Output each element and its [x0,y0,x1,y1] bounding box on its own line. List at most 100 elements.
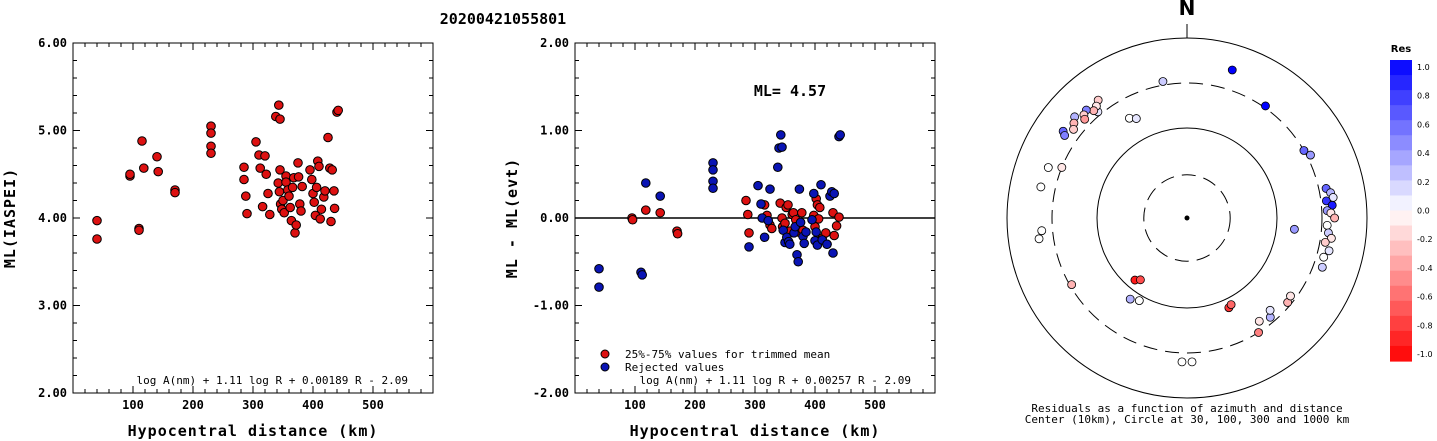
data-point [206,128,216,138]
y-tick-label: 5.00 [38,124,67,138]
colorbar-tick-label: -0.2 [1417,235,1433,244]
station-residual-point [1265,305,1275,315]
rejected-point [807,214,817,225]
colorbar-tick-label: -0.8 [1417,321,1433,330]
rejected-point [594,282,604,292]
formula-text: log A(nm) + 1.11 log R + 0.00257 R - 2.0… [639,374,911,387]
station-residual-point [1317,262,1327,272]
rejected-point [835,130,846,140]
station-residual-point [1131,114,1141,123]
data-point [257,201,268,212]
colorbar-segment [1390,300,1412,317]
station-residual-point [1134,296,1144,306]
data-point [274,100,284,110]
data-point [293,158,303,168]
station-residual-point [1330,213,1339,223]
colorbar-segment [1390,90,1412,106]
station-residual-point [1080,114,1090,124]
colorbar-segment [1390,345,1412,362]
station-residual-point [1067,280,1077,290]
trimmed-mean-point [672,228,683,239]
station-residual-point [1326,233,1336,243]
rejected-point [777,142,787,152]
colorbar-segment [1390,285,1412,302]
colorbar-tick-label: 0.2 [1417,178,1430,187]
colorbar-tick-label: -0.4 [1417,264,1433,273]
rejected-point [594,263,604,274]
data-point [242,208,252,219]
y-tick-label: 6.00 [38,36,67,50]
data-point [239,174,249,185]
x-tick-label: 200 [182,398,204,412]
legend-marker-trimmed [600,349,610,359]
residual-colorbar: Res 1.0 0.8 0.6 0.4 0.2 0.0 -0.2 -0.4 -0.6 -0.8 -1.… [1390,44,1433,362]
data-point [314,161,324,172]
colorbar-tick-label: 0.0 [1417,207,1430,216]
data-point [285,202,296,213]
colorbar-segment [1390,225,1412,242]
rejected-point [793,256,804,267]
x-tick-label: 200 [684,398,706,412]
rejected-point [773,162,783,173]
colorbar-tick-label: 1.0 [1417,63,1430,72]
data-point [251,137,261,147]
data-point [260,151,270,161]
data-point [333,105,344,116]
colorbar-segment [1390,210,1412,227]
y-tick-label: 1.00 [540,124,569,138]
station-residual-point [1069,124,1078,134]
colorbar-tick-label: 0.8 [1417,92,1430,101]
data-point [290,228,300,238]
data-point [326,216,336,227]
colorbar-tick-label: -1.0 [1417,350,1433,359]
station-residual-point [1299,146,1309,155]
data-point [239,162,249,173]
data-point [287,182,298,193]
rejected-point [776,130,786,140]
rejected-point [637,270,648,280]
station-residual-point [1324,246,1334,256]
rejected-point [811,227,822,237]
x-tick-label: 500 [362,398,384,412]
data-point [316,204,327,215]
data-point [137,136,147,146]
colorbar-segment [1390,240,1412,257]
data-point [307,174,317,185]
rejected-point [744,242,754,252]
rejected-point [809,188,819,199]
data-point [255,163,266,173]
colorbar-segment [1390,120,1412,136]
data-point [297,181,308,192]
trimmed-mean-point [831,221,842,231]
data-point [152,151,162,162]
data-point [273,178,284,188]
trimmed-mean-point [741,195,751,206]
station-residual-point [1227,65,1237,75]
rejected-point [816,179,826,190]
rejected-point [763,215,774,226]
trimmed-mean-point [627,214,638,225]
data-point [329,186,339,196]
rejected-point [708,165,718,175]
rejected-point [708,183,718,194]
data-point [305,165,315,175]
station-residual-point [1043,163,1053,172]
colorbar-segment [1390,270,1412,287]
y-tick-label: 2.00 [540,36,569,50]
station-residual-point [1125,294,1135,304]
station-residual-point [1320,237,1330,247]
plot-azimuth-residuals: N Residuals as a function of azimuth and … [1006,0,1368,426]
station-residual-point [1057,163,1067,172]
station-residual-point [1319,252,1329,262]
station-residual-point [1286,291,1295,301]
rejected-point [785,239,795,250]
rejected-point [655,191,666,201]
rejected-point [829,188,840,199]
data-point [274,186,285,197]
x-tick-label: 300 [242,398,264,412]
data-point [265,209,275,220]
station-residual-point [1321,196,1331,206]
rejected-point [795,217,806,228]
station-residual-point [1254,328,1263,337]
legend-label-rejected: Rejected values [625,361,724,374]
